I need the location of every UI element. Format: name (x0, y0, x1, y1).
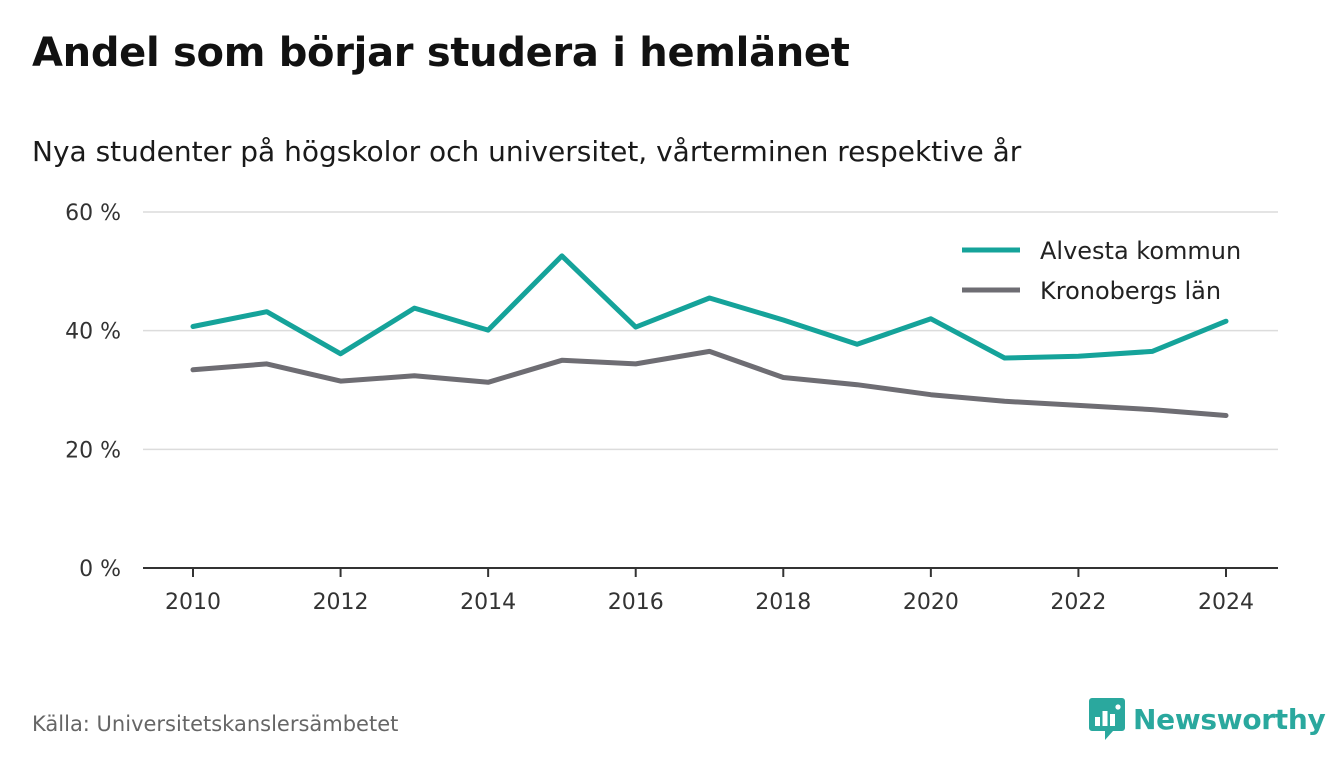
series-line-kronobergs-lan (190, 348, 1229, 418)
legend-label: Alvesta kommun (1040, 237, 1241, 265)
x-tick-label: 2010 (165, 590, 221, 615)
y-axis: 0 % 20 % 40 % 60 % (65, 201, 121, 582)
x-tick-label: 2022 (1050, 590, 1106, 615)
x-tick-label: 2016 (608, 590, 664, 615)
source-note: Källa: Universitetskanslersämbetet (32, 712, 399, 736)
chart-title: Andel som börjar studera i hemlänet (32, 30, 850, 76)
y-tick-label: 60 % (65, 201, 121, 226)
x-tick-label: 2024 (1198, 590, 1254, 615)
y-tick-label: 20 % (65, 438, 121, 463)
x-tick-label: 2012 (313, 590, 369, 615)
brand-logo[interactable]: Newsworthy (1089, 698, 1326, 740)
gridlines (143, 211, 1278, 451)
x-tick-label: 2014 (460, 590, 516, 615)
x-tick-label: 2018 (755, 590, 811, 615)
brand-name: Newsworthy (1133, 702, 1326, 736)
y-tick-label: 0 % (79, 557, 121, 582)
x-tick-label: 2020 (903, 590, 959, 615)
series-lines (190, 253, 1229, 418)
newsworthy-logo-icon (1089, 698, 1125, 740)
legend: Alvesta kommun Kronobergs län (962, 237, 1241, 305)
series-line-alvesta-kommun (190, 253, 1229, 361)
line-chart: 0 % 20 % 40 % 60 % 2010 2012 2014 2016 2018 2020… (65, 201, 1278, 615)
legend-label: Kronobergs län (1040, 277, 1221, 305)
chart-subtitle: Nya studenter på högskolor och universit… (32, 135, 1022, 168)
x-axis: 2010 2012 2014 2016 2018 2020 2022 2024 (143, 567, 1278, 615)
y-tick-label: 40 % (65, 320, 121, 345)
